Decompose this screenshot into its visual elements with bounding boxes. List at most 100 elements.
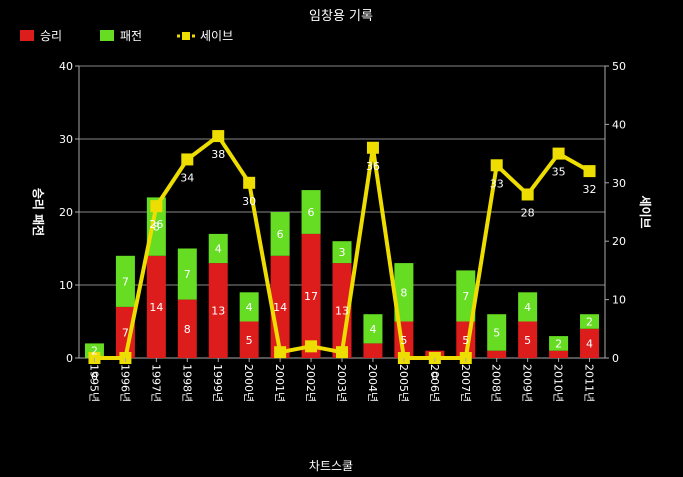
label-losses: 4 xyxy=(246,301,253,314)
right-tick-label: 50 xyxy=(612,60,626,73)
label-saves: 32 xyxy=(583,183,597,196)
left-tick-label: 30 xyxy=(59,133,73,146)
label-saves: 26 xyxy=(149,218,163,231)
bar-losses xyxy=(208,233,228,264)
label-losses: 7 xyxy=(462,290,469,303)
label-losses: 2 xyxy=(91,345,98,358)
bar-losses xyxy=(332,241,352,264)
bar-losses xyxy=(239,292,259,322)
legend-label-saves: 세이브 xyxy=(200,29,233,43)
label-losses: 7 xyxy=(122,275,129,288)
right-axis: 0 10 20 30 40 50 xyxy=(604,60,626,365)
bar-losses xyxy=(177,248,197,300)
bar-wins xyxy=(580,328,600,358)
label-wins: 5 xyxy=(462,334,469,347)
saves-marker xyxy=(366,141,379,154)
label-wins: 14 xyxy=(273,301,287,314)
bar-wins xyxy=(239,321,259,358)
label-wins: 14 xyxy=(149,301,163,314)
legend: 승리 패전 세이브 xyxy=(20,29,233,43)
bar-wins xyxy=(301,233,321,358)
x-tick-label: 1998년 xyxy=(180,364,193,402)
saves-marker xyxy=(490,159,503,172)
label-saves: 33 xyxy=(490,177,504,190)
bar-wins xyxy=(177,299,197,358)
x-tick-label: 2005년 xyxy=(397,364,410,402)
bar-losses xyxy=(487,314,507,351)
right-tick-label: 30 xyxy=(612,177,626,190)
label-wins: 5 xyxy=(400,334,407,347)
chart-title: 임창용 기록 xyxy=(309,9,373,24)
bar-losses xyxy=(394,263,414,322)
x-tick-label: 1996년 xyxy=(118,364,131,402)
label-losses: 6 xyxy=(277,228,284,241)
x-tick-label: 2011년 xyxy=(583,364,596,402)
label-saves: 30 xyxy=(242,195,256,208)
legend-marker-saves xyxy=(182,32,190,40)
right-tick-label: 40 xyxy=(612,118,626,131)
label-saves: 35 xyxy=(552,166,566,179)
x-tick-label: 2009년 xyxy=(521,364,534,402)
legend-swatch-losses xyxy=(100,30,114,41)
label-losses: 2 xyxy=(555,337,562,350)
bar-losses xyxy=(456,270,476,322)
label-losses: 4 xyxy=(369,323,376,336)
bar-losses xyxy=(115,255,135,307)
bar-losses xyxy=(580,314,600,329)
saves-marker xyxy=(181,153,194,166)
label-saves: 38 xyxy=(211,148,225,161)
bar-wins xyxy=(549,350,569,358)
label-losses: 8 xyxy=(153,221,160,234)
bar-losses xyxy=(549,336,569,351)
bar-losses xyxy=(301,190,321,234)
x-tick-label: 1997년 xyxy=(149,364,162,402)
x-tick-label: 2007년 xyxy=(459,364,472,402)
saves-marker xyxy=(521,188,534,201)
bar-wins xyxy=(487,350,507,358)
saves-marker xyxy=(305,340,318,353)
x-tick-label: 1995년 xyxy=(87,364,100,402)
label-saves: 0 xyxy=(431,370,438,383)
x-tick-label: 2002년 xyxy=(304,364,317,402)
saves-marker xyxy=(583,165,596,178)
x-tick-label: 2008년 xyxy=(490,364,503,402)
legend-label-losses: 패전 xyxy=(120,29,142,43)
bar-wins xyxy=(115,306,135,358)
label-saves: 36 xyxy=(366,160,380,173)
label-losses: 8 xyxy=(400,286,407,299)
right-axis-title: 세이브 xyxy=(638,195,653,228)
label-losses: 2 xyxy=(586,316,593,329)
x-tick-label: 2010년 xyxy=(552,364,565,402)
label-saves: 28 xyxy=(521,206,535,219)
label-losses: 4 xyxy=(524,301,531,314)
bar-wins xyxy=(518,321,538,358)
left-axis-title: 승리 패전 xyxy=(31,188,46,236)
label-losses: 7 xyxy=(184,268,191,281)
bar-wins xyxy=(208,263,228,358)
label-losses: 6 xyxy=(308,206,315,219)
x-axis-title: 차트스쿨 xyxy=(309,459,353,473)
label-wins: 5 xyxy=(246,334,253,347)
x-axis-ticks: 1995년 1996년 1997년 1998년 1999년 2000년 2001년 2002년… xyxy=(87,358,596,402)
label-wins: 5 xyxy=(524,334,531,347)
bar-losses xyxy=(363,314,383,344)
bars xyxy=(84,190,600,358)
label-losses: 4 xyxy=(215,243,222,256)
left-tick-label: 40 xyxy=(59,60,73,73)
saves-marker xyxy=(243,176,256,189)
x-tick-label: 2003년 xyxy=(335,364,348,402)
label-wins: 13 xyxy=(211,305,225,318)
bar-wins xyxy=(146,255,166,358)
label-wins: 17 xyxy=(304,290,318,303)
saves-marker xyxy=(150,200,163,213)
left-tick-label: 10 xyxy=(59,279,73,292)
right-tick-label: 20 xyxy=(612,235,626,248)
left-axis: 0 10 20 30 40 xyxy=(59,60,80,365)
label-saves: 0 xyxy=(91,370,98,383)
left-tick-label: 0 xyxy=(66,352,73,365)
x-tick-label: 2001년 xyxy=(273,364,286,402)
legend-label-wins: 승리 xyxy=(40,29,62,43)
label-losses: 5 xyxy=(493,326,500,339)
